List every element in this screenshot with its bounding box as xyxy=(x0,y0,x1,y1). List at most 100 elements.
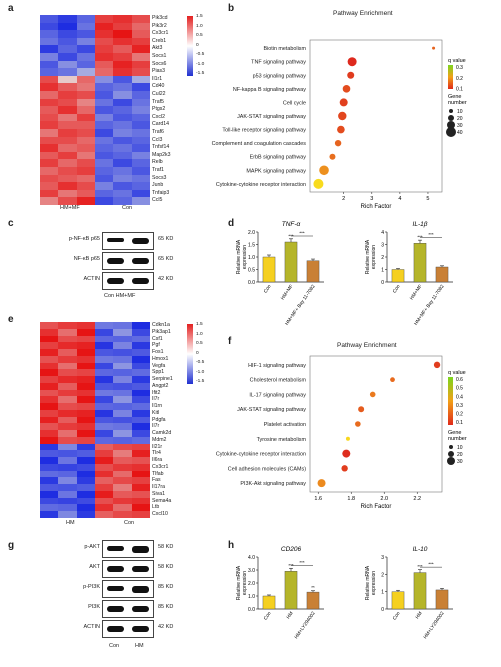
heat-cell xyxy=(95,106,114,115)
heat-cell xyxy=(95,463,114,471)
heat-cell xyxy=(131,37,151,46)
y-axis-label: Relative mRNA xyxy=(365,239,371,274)
heat-cell xyxy=(95,497,114,505)
heat-cell xyxy=(95,167,114,175)
heat-cell xyxy=(113,403,132,411)
heat-cell xyxy=(58,37,77,46)
q-legend-label: 0.1 xyxy=(456,87,463,93)
heat-cell xyxy=(76,382,96,390)
heat-cell xyxy=(113,151,132,160)
heat-cell xyxy=(58,106,77,115)
n-legend-title-2: number xyxy=(448,436,467,442)
pathway-label: Cell adhesion molecules (CAMs) xyxy=(228,466,306,472)
heat-cell xyxy=(95,477,114,485)
heat-cell xyxy=(40,322,59,330)
heat-cell xyxy=(113,37,132,46)
bar-chart-title: CD206 xyxy=(281,546,302,553)
heat-cell xyxy=(113,98,132,107)
y-tick-label: 3 xyxy=(381,243,384,249)
heat-cell xyxy=(40,355,59,363)
gene-label: Angpt2 xyxy=(152,382,169,389)
heat-cell xyxy=(40,45,59,54)
panel-c-label: c xyxy=(8,218,14,229)
bar xyxy=(413,572,427,610)
heatmap-a xyxy=(40,15,151,206)
enrichment-point xyxy=(313,178,324,189)
heat-cell xyxy=(131,53,151,61)
heat-cell xyxy=(58,15,77,23)
y-tick-label: 4 xyxy=(381,230,384,236)
x-tick-label: 1.6 xyxy=(314,496,322,502)
heat-cell xyxy=(58,322,77,330)
heat-cell xyxy=(76,174,96,183)
heat-cell xyxy=(76,409,96,417)
blot-lane-labels: Con HM+MF xyxy=(104,293,136,299)
heat-cell xyxy=(131,423,151,431)
enrichment-point xyxy=(334,139,342,147)
heat-cell xyxy=(40,197,59,206)
heat-cell xyxy=(58,443,77,451)
heat-cell xyxy=(40,174,59,183)
y-tick-label: 1.0 xyxy=(248,255,255,261)
y-tick-label: 2.0 xyxy=(248,230,255,236)
blot-row-label: ACTIN xyxy=(83,276,101,282)
panel-g-label: g xyxy=(8,540,15,551)
bar-chart-title: IL-10 xyxy=(413,546,428,553)
heat-cell xyxy=(58,376,77,384)
gene-label: Tlr4 xyxy=(152,450,161,457)
gene-label: Card14 xyxy=(152,121,170,128)
x-axis-label: Rich Factor xyxy=(361,204,392,210)
heat-cell xyxy=(113,355,132,363)
gene-label: Sema4a xyxy=(152,497,172,504)
q-legend-label: 0.1 xyxy=(456,420,463,426)
bar xyxy=(435,589,449,610)
heat-cell xyxy=(40,470,59,478)
heat-cell xyxy=(76,129,96,137)
heat-cell xyxy=(95,328,114,336)
heat-cell xyxy=(40,389,59,397)
heat-cell xyxy=(95,68,114,77)
heat-cell xyxy=(40,60,59,69)
panel-f-label: f xyxy=(228,336,232,347)
blot-kd-label: 42 KD xyxy=(158,276,174,282)
heat-cell xyxy=(40,83,59,92)
heat-cell xyxy=(76,362,96,370)
heat-cell xyxy=(95,457,114,465)
scale-tick: 0.5 xyxy=(196,33,203,38)
heat-cell xyxy=(58,430,77,438)
heat-cell xyxy=(40,182,59,191)
blot-band xyxy=(107,566,124,572)
enrichment-point xyxy=(339,98,348,107)
pathway-label: JAK-STAT signaling pathway xyxy=(237,407,306,413)
n-legend-dot xyxy=(446,127,456,137)
gene-label: Tnfaip3 xyxy=(152,189,170,196)
heat-cell xyxy=(58,416,77,424)
heat-cell xyxy=(113,484,132,492)
heat-cell xyxy=(58,328,77,336)
gene-label: Pdgfa xyxy=(152,416,166,423)
heat-cell xyxy=(113,182,132,191)
heat-cell xyxy=(76,423,96,431)
heat-cell xyxy=(131,409,151,417)
x-tick-label: 3 xyxy=(370,196,373,202)
heat-cell xyxy=(131,121,151,130)
heat-cell xyxy=(95,376,114,384)
heat-cell xyxy=(95,484,114,492)
heat-cell xyxy=(113,511,132,519)
heat-cell xyxy=(95,409,114,417)
heat-cell xyxy=(131,470,151,478)
heat-cell xyxy=(58,22,77,31)
blot-band xyxy=(132,566,149,572)
gene-label: Pgf xyxy=(152,342,160,349)
heat-cell xyxy=(113,376,132,384)
blot-band xyxy=(107,626,124,632)
x-tick-label: 2.2 xyxy=(413,496,421,502)
heat-cell xyxy=(131,369,151,377)
heat-cell xyxy=(113,369,132,377)
heat-cell xyxy=(113,83,132,92)
heat-cell xyxy=(131,355,151,363)
heat-cell xyxy=(95,136,114,145)
gene-label: Pik3ap1 xyxy=(152,328,171,335)
